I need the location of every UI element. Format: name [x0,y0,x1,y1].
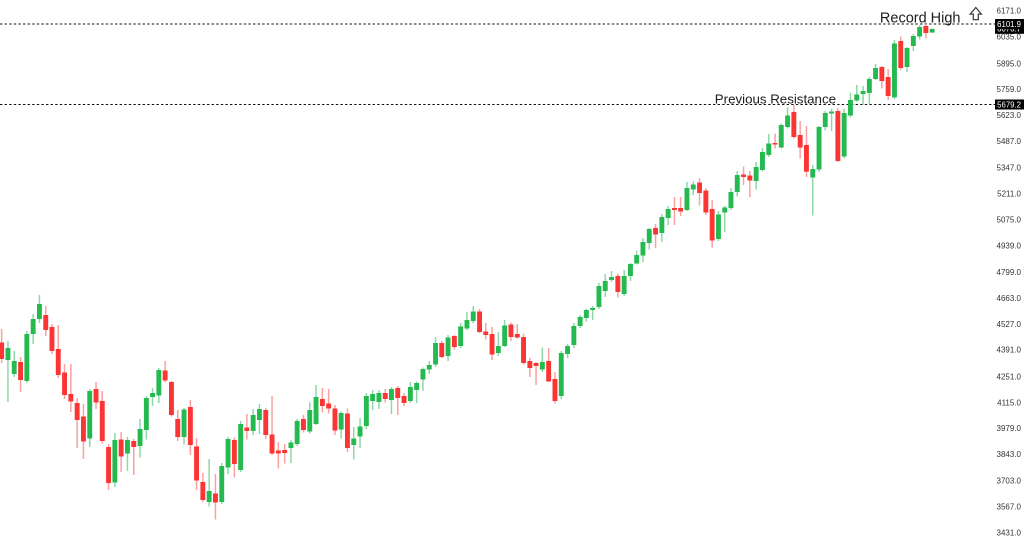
svg-text:5623.0: 5623.0 [997,111,1022,120]
svg-text:6076.7: 6076.7 [997,25,1021,34]
svg-text:4799.0: 4799.0 [997,268,1022,277]
svg-text:3843.0: 3843.0 [997,450,1022,459]
svg-text:Previous Resistance: Previous Resistance [715,91,836,106]
svg-text:5211.0: 5211.0 [997,190,1021,199]
svg-text:5075.0: 5075.0 [997,216,1022,225]
svg-text:5679.2: 5679.2 [997,100,1021,109]
svg-text:4251.0: 4251.0 [997,372,1022,381]
svg-text:5487.0: 5487.0 [997,137,1022,146]
svg-text:5895.0: 5895.0 [997,59,1022,68]
svg-text:3567.0: 3567.0 [997,503,1022,512]
svg-text:3431.0: 3431.0 [997,529,1022,538]
svg-text:6171.0: 6171.0 [997,7,1022,16]
svg-text:3979.0: 3979.0 [997,424,1022,433]
svg-text:6101.9: 6101.9 [997,20,1021,29]
svg-text:4527.0: 4527.0 [997,320,1022,329]
svg-text:4115.0: 4115.0 [997,398,1021,407]
svg-text:5759.0: 5759.0 [997,85,1022,94]
svg-text:Record High: Record High [880,10,961,26]
svg-text:5347.0: 5347.0 [997,164,1022,173]
svg-text:4939.0: 4939.0 [997,241,1022,250]
svg-text:3703.0: 3703.0 [997,477,1022,486]
svg-text:4391.0: 4391.0 [997,346,1022,355]
svg-text:4663.0: 4663.0 [997,294,1022,303]
svg-text:6035.0: 6035.0 [997,33,1022,42]
